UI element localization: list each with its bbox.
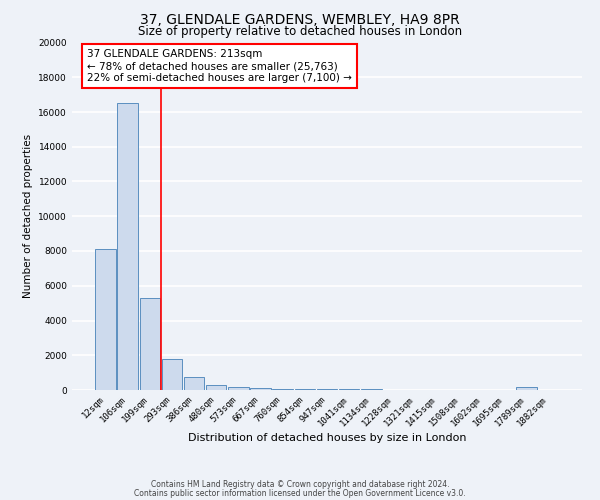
Text: 37, GLENDALE GARDENS, WEMBLEY, HA9 8PR: 37, GLENDALE GARDENS, WEMBLEY, HA9 8PR bbox=[140, 12, 460, 26]
X-axis label: Distribution of detached houses by size in London: Distribution of detached houses by size … bbox=[188, 434, 466, 444]
Bar bbox=[184, 377, 204, 390]
Bar bbox=[516, 388, 536, 390]
Y-axis label: Number of detached properties: Number of detached properties bbox=[23, 134, 33, 298]
Bar bbox=[95, 250, 116, 390]
Bar bbox=[161, 358, 182, 390]
Text: 37 GLENDALE GARDENS: 213sqm
← 78% of detached houses are smaller (25,763)
22% of: 37 GLENDALE GARDENS: 213sqm ← 78% of det… bbox=[88, 50, 352, 82]
Bar bbox=[250, 388, 271, 390]
Text: Size of property relative to detached houses in London: Size of property relative to detached ho… bbox=[138, 25, 462, 38]
Bar bbox=[272, 388, 293, 390]
Bar bbox=[295, 389, 315, 390]
Bar bbox=[118, 104, 138, 390]
Bar bbox=[140, 298, 160, 390]
Bar bbox=[228, 387, 248, 390]
Text: Contains HM Land Registry data © Crown copyright and database right 2024.: Contains HM Land Registry data © Crown c… bbox=[151, 480, 449, 489]
Text: Contains public sector information licensed under the Open Government Licence v3: Contains public sector information licen… bbox=[134, 488, 466, 498]
Bar bbox=[206, 385, 226, 390]
Bar bbox=[317, 389, 337, 390]
